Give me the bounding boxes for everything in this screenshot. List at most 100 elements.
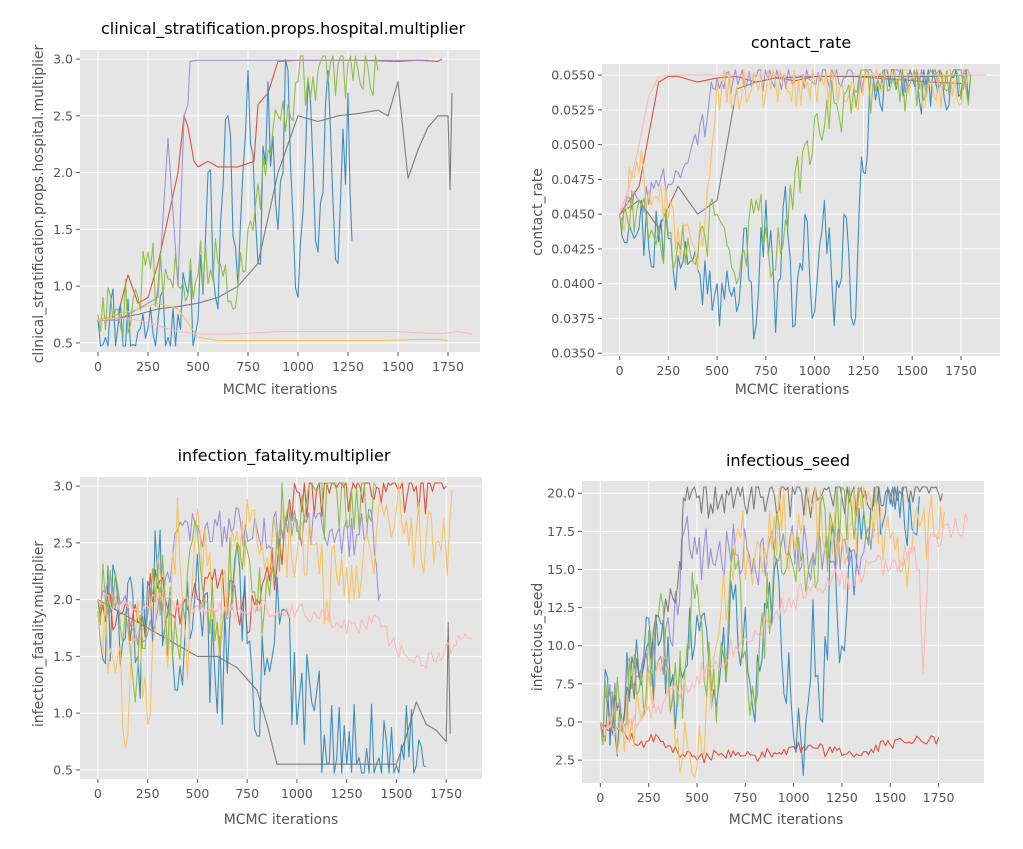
series-line bbox=[619, 69, 972, 340]
y-ticks: 0.5 1.0 1.5 2.0 2.5 3.0 bbox=[53, 52, 80, 350]
y-tick-label: 17.5 bbox=[547, 524, 575, 539]
series-line bbox=[619, 74, 971, 229]
x-tick-label: 500 bbox=[186, 359, 210, 374]
series-group bbox=[97, 482, 473, 774]
series-line bbox=[619, 69, 972, 285]
y-tick-label: 12.5 bbox=[547, 600, 575, 615]
y-ticks: 0.0350 0.0375 0.0400 0.0425 0.0450 0.0475 0.05… bbox=[551, 68, 602, 361]
x-tick-label: 250 bbox=[136, 359, 160, 374]
y-tick-label: 2.0 bbox=[53, 592, 73, 607]
y-tick-label: 0.5 bbox=[53, 335, 73, 350]
x-ticks: 0 250 500 750 1000 1250 1500 1750 bbox=[616, 356, 977, 378]
series-line bbox=[97, 55, 379, 338]
chart-infection-fatality-multiplier: infection_fatality.multiplier 0 250 500 750… bbox=[31, 446, 482, 828]
plot-area bbox=[582, 481, 984, 783]
chart-hospital-multiplier: clinical_stratification.props.hospital.m… bbox=[31, 19, 480, 398]
y-axis-label: contact_rate bbox=[530, 168, 546, 256]
x-tick-label: 750 bbox=[235, 786, 259, 801]
chart-infectious-seed: infectious_seed 0 250 500 750 1000 1250 1500 17… bbox=[530, 451, 984, 828]
plot-area bbox=[602, 64, 1000, 356]
x-ticks: 0 250 500 750 1000 1250 1500 1750 bbox=[94, 779, 462, 801]
y-tick-label: 1.0 bbox=[53, 279, 73, 294]
x-tick-label: 750 bbox=[733, 790, 757, 805]
x-tick-label: 250 bbox=[136, 786, 160, 801]
x-tick-label: 500 bbox=[705, 363, 729, 378]
series-group bbox=[97, 55, 473, 347]
x-tick-label: 0 bbox=[596, 790, 604, 805]
x-axis-label: MCMC iterations bbox=[224, 812, 339, 828]
series-line bbox=[619, 69, 972, 271]
y-tick-label: 2.5 bbox=[53, 108, 73, 123]
x-tick-label: 1750 bbox=[945, 363, 977, 378]
y-axis-label: infection_fatality.multiplier bbox=[31, 541, 47, 727]
y-tick-label: 0.0400 bbox=[551, 276, 595, 291]
y-tick-label: 0.0475 bbox=[551, 172, 595, 187]
x-tick-label: 0 bbox=[94, 359, 102, 374]
x-tick-label: 250 bbox=[656, 363, 680, 378]
chart-contact-rate: contact_rate 0 250 500 750 1000 1250 1500 1750 … bbox=[530, 33, 1000, 398]
x-axis-label: MCMC iterations bbox=[729, 812, 844, 828]
y-tick-label: 2.5 bbox=[53, 535, 73, 550]
y-axis-label: clinical_stratification.props.hospital.m… bbox=[31, 44, 47, 363]
series-line bbox=[97, 59, 353, 347]
y-tick-label: 0.0500 bbox=[551, 137, 595, 152]
grid bbox=[602, 64, 1000, 356]
y-tick-label: 1.0 bbox=[53, 706, 73, 721]
y-tick-label: 0.0375 bbox=[551, 311, 595, 326]
y-tick-label: 2.5 bbox=[555, 753, 575, 768]
x-tick-label: 1000 bbox=[281, 786, 313, 801]
series-line bbox=[97, 482, 447, 641]
series-line bbox=[599, 513, 969, 734]
y-axis-label: infectious_seed bbox=[530, 583, 546, 692]
series-group bbox=[599, 486, 969, 778]
x-tick-label: 1250 bbox=[826, 790, 858, 805]
series-line bbox=[97, 592, 473, 669]
x-tick-label: 1250 bbox=[331, 786, 363, 801]
grid bbox=[582, 481, 984, 783]
y-tick-label: 5.0 bbox=[555, 714, 575, 729]
x-tick-label: 1500 bbox=[381, 786, 413, 801]
y-ticks: 0.5 1.0 1.5 2.0 2.5 3.0 bbox=[53, 479, 80, 777]
y-ticks: 2.5 5.0 7.5 10.0 12.5 15.0 17.5 20.0 bbox=[547, 486, 582, 768]
series-line bbox=[599, 486, 945, 778]
y-tick-label: 0.5 bbox=[53, 762, 73, 777]
y-tick-label: 0.0550 bbox=[551, 68, 595, 83]
x-tick-label: 1750 bbox=[923, 790, 955, 805]
y-tick-label: 3.0 bbox=[53, 52, 73, 67]
chart-title: infectious_seed bbox=[726, 451, 850, 471]
x-tick-label: 500 bbox=[185, 786, 209, 801]
y-tick-label: 1.5 bbox=[53, 649, 73, 664]
series-line bbox=[599, 486, 943, 742]
series-line bbox=[97, 302, 449, 342]
series-line bbox=[619, 74, 987, 215]
x-tick-label: 1750 bbox=[432, 359, 464, 374]
x-axis-label: MCMC iterations bbox=[223, 382, 338, 398]
series-line bbox=[97, 482, 377, 703]
x-tick-label: 0 bbox=[94, 786, 102, 801]
x-tick-label: 500 bbox=[685, 790, 709, 805]
x-tick-label: 0 bbox=[616, 363, 624, 378]
x-tick-label: 1750 bbox=[430, 786, 462, 801]
chart-title: infection_fatality.multiplier bbox=[178, 446, 391, 466]
y-tick-label: 0.0425 bbox=[551, 241, 595, 256]
y-tick-label: 15.0 bbox=[547, 562, 575, 577]
x-tick-label: 1000 bbox=[778, 790, 810, 805]
x-tick-label: 1500 bbox=[896, 363, 928, 378]
y-tick-label: 10.0 bbox=[547, 638, 575, 653]
y-tick-label: 20.0 bbox=[547, 486, 575, 501]
y-tick-label: 3.0 bbox=[53, 479, 73, 494]
series-line bbox=[97, 81, 453, 321]
x-axis-label: MCMC iterations bbox=[735, 382, 850, 398]
series-line bbox=[97, 317, 473, 335]
x-tick-label: 1250 bbox=[848, 363, 880, 378]
x-tick-label: 1250 bbox=[332, 359, 364, 374]
series-line bbox=[599, 486, 872, 744]
x-ticks: 0 250 500 750 1000 1250 1500 1750 bbox=[596, 783, 955, 805]
y-tick-label: 1.5 bbox=[53, 222, 73, 237]
y-tick-label: 2.0 bbox=[53, 165, 73, 180]
chart-title: contact_rate bbox=[751, 33, 851, 53]
y-tick-label: 7.5 bbox=[555, 676, 575, 691]
series-line bbox=[97, 599, 451, 765]
x-tick-label: 750 bbox=[754, 363, 778, 378]
series-line bbox=[98, 59, 428, 321]
